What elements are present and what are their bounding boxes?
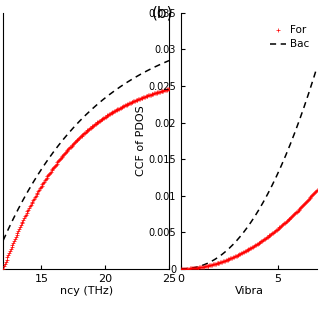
- X-axis label: ncy (THz): ncy (THz): [60, 286, 113, 296]
- For: [315, 188, 319, 192]
- Line: Bac: Bac: [181, 68, 317, 269]
- Legend: For, Bac: For, Bac: [268, 23, 312, 52]
- For: [273, 229, 277, 233]
- Bac: [250, 219, 254, 222]
- Bac: [233, 241, 237, 244]
- For: [291, 213, 295, 217]
- Bac: [273, 178, 277, 181]
- Bac: [179, 267, 183, 271]
- Bac: [224, 250, 228, 253]
- For: [233, 254, 237, 258]
- Line: For: For: [180, 188, 318, 270]
- For: [250, 245, 254, 249]
- For: [224, 258, 228, 262]
- Y-axis label: CCF of PDOS: CCF of PDOS: [136, 105, 146, 176]
- Bac: [315, 66, 319, 70]
- For: [179, 267, 183, 271]
- For: [256, 242, 260, 246]
- Bac: [291, 135, 295, 139]
- X-axis label: Vibra: Vibra: [235, 286, 263, 296]
- Bac: [256, 210, 260, 214]
- Text: (b): (b): [151, 5, 173, 20]
